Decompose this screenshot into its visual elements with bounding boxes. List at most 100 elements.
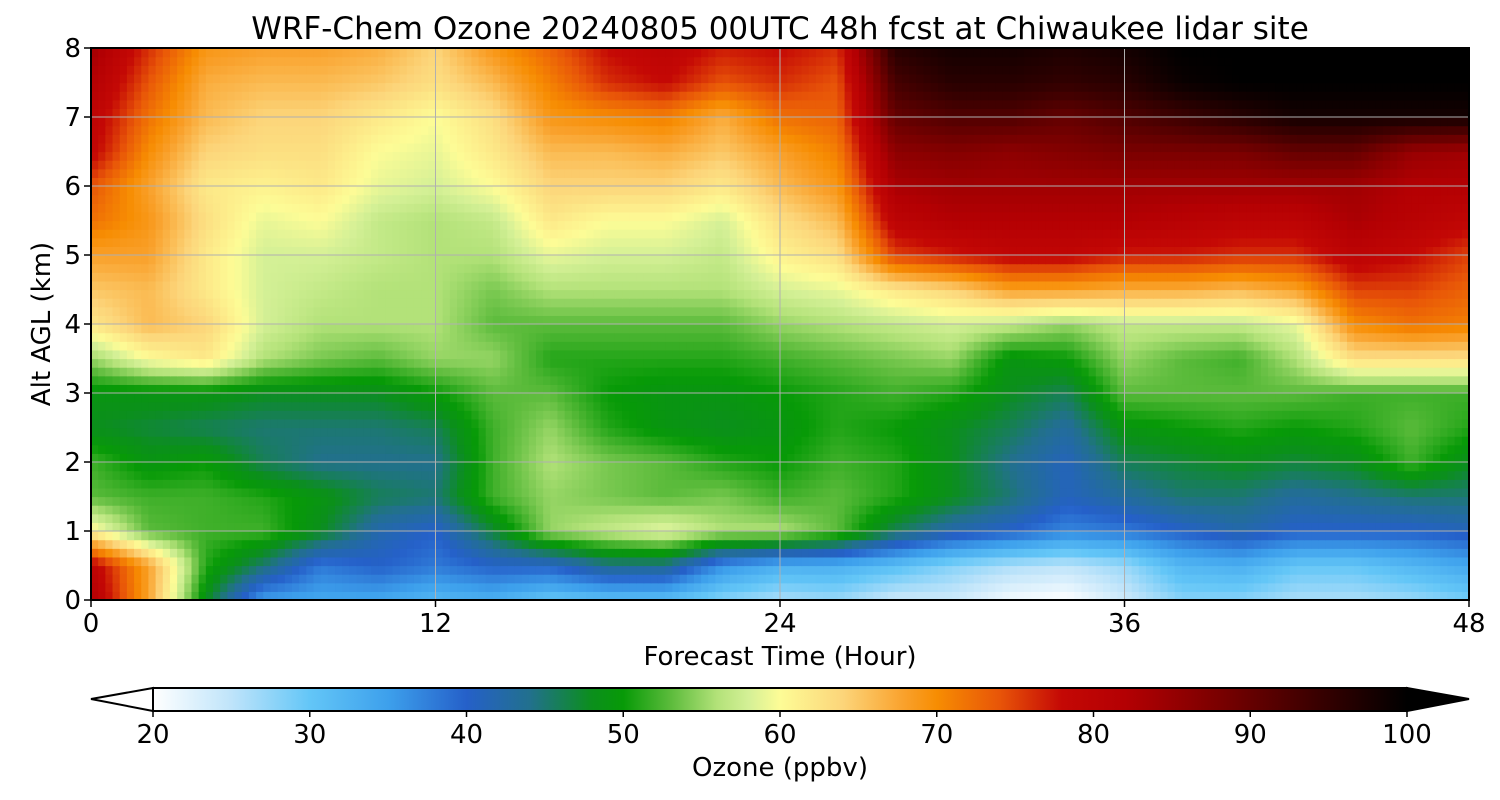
heat-cell [830, 479, 839, 489]
heat-cell [155, 444, 164, 454]
heat-cell [744, 462, 752, 472]
heat-cell [858, 496, 867, 506]
heat-cell [406, 375, 415, 385]
heat-cell [751, 591, 760, 600]
heat-cell [184, 418, 193, 429]
heat-cell [169, 505, 178, 515]
heat-cell [607, 539, 616, 549]
heat-cell [507, 522, 516, 532]
heat-cell [1296, 522, 1305, 532]
heat-cell [148, 548, 157, 558]
heat-cell [421, 574, 429, 584]
heat-cell [1325, 444, 1334, 454]
heat-cell [543, 565, 551, 575]
heat-cell [1196, 574, 1205, 584]
heat-cell [1390, 375, 1398, 385]
heat-cell [550, 565, 559, 575]
heat-cell [112, 582, 121, 592]
heat-cell [1002, 453, 1011, 463]
heat-cell [672, 496, 681, 506]
heat-cell [335, 436, 343, 446]
heat-cell [248, 453, 257, 463]
heat-cell [830, 393, 839, 403]
heat-cell [665, 496, 673, 506]
heat-cell [1447, 548, 1456, 558]
heat-cell [902, 487, 910, 498]
heat-cell [335, 384, 343, 394]
heat-cell [492, 513, 501, 523]
heat-cell [277, 384, 286, 394]
heat-cell [1346, 513, 1355, 523]
heat-cell [492, 565, 501, 575]
heat-cell [241, 444, 250, 454]
heat-cell [1332, 591, 1341, 600]
heat-cell [535, 470, 544, 480]
heat-cell [693, 470, 702, 480]
heat-cell [672, 548, 681, 558]
heat-cell [263, 513, 272, 523]
heat-cell [342, 410, 350, 420]
heat-cell [442, 462, 451, 472]
heat-cell [406, 410, 415, 420]
heat-cell [342, 436, 350, 446]
heat-cell [708, 565, 717, 575]
heat-cell [1275, 513, 1283, 523]
heat-cell [1447, 565, 1456, 575]
heat-cell [1361, 410, 1370, 420]
heat-cell [1009, 375, 1018, 385]
heat-cell [1067, 436, 1075, 446]
heat-cell [1246, 470, 1255, 480]
heat-cell [277, 591, 286, 600]
heat-cell [1397, 531, 1406, 541]
heat-cell [313, 539, 322, 549]
heat-cell [535, 591, 544, 600]
heat-cell [650, 539, 659, 549]
heat-cell [801, 444, 810, 454]
heat-cell [722, 470, 731, 480]
heat-cell [535, 410, 544, 420]
heat-cell [1052, 522, 1061, 532]
heat-cell [306, 574, 315, 584]
heat-cell [241, 462, 250, 472]
heat-cell [1239, 487, 1248, 498]
heat-cell [421, 393, 429, 403]
heat-cell [306, 470, 315, 480]
heat-cell [1167, 505, 1176, 515]
heat-cell [471, 556, 480, 567]
heat-cell [557, 375, 566, 385]
heat-cell [1196, 436, 1205, 446]
heat-cell [1411, 582, 1420, 592]
heat-cell [134, 496, 142, 506]
heat-cell [686, 556, 695, 567]
heat-cell [823, 384, 831, 394]
heat-cell [464, 418, 472, 429]
heat-cell [1303, 505, 1312, 515]
heat-cell [1311, 453, 1319, 463]
heat-cell [1181, 410, 1190, 420]
heat-cell [672, 401, 681, 411]
heat-cell [162, 548, 171, 558]
heat-cell [1095, 393, 1104, 403]
heat-cell [1224, 436, 1233, 446]
heat-cell [945, 539, 953, 549]
heat-cell [858, 384, 867, 394]
heat-cell [119, 513, 128, 523]
heat-cell [1217, 487, 1226, 498]
heat-cell [708, 531, 717, 541]
heat-cell [708, 479, 717, 489]
heat-cell [923, 444, 932, 454]
heat-cell [356, 436, 365, 446]
heat-cell [535, 384, 544, 394]
heat-cell [392, 591, 401, 600]
heat-cell [815, 418, 824, 429]
heat-cell [679, 410, 688, 420]
heat-cell [593, 591, 602, 600]
heat-cell [528, 375, 537, 385]
heat-cell [1217, 479, 1226, 489]
heat-cell [1232, 462, 1240, 472]
heat-cell [1203, 384, 1212, 394]
heat-cell [198, 574, 207, 584]
heat-cell [736, 574, 745, 584]
heat-cell [313, 548, 322, 558]
heat-cell [1433, 505, 1441, 515]
